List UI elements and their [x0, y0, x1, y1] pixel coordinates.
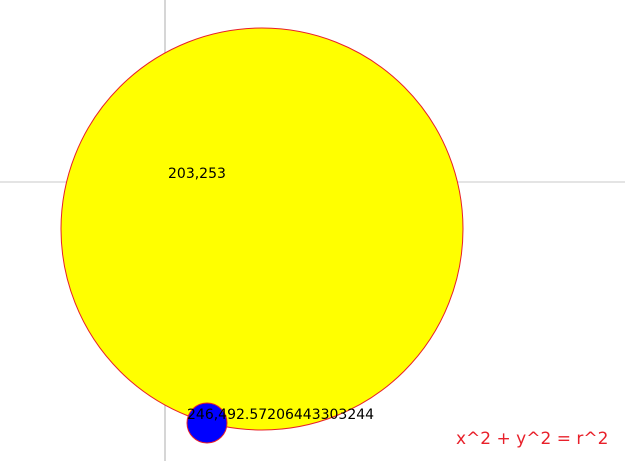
point-coordinate-label: 246,492.57206443303244	[187, 407, 374, 423]
center-coordinate-label: 203,253	[168, 166, 226, 182]
formula-label: x^2 + y^2 = r^2	[456, 429, 608, 449]
main-circle[interactable]	[60, 27, 464, 431]
draggable-point-handle[interactable]	[186, 402, 228, 444]
